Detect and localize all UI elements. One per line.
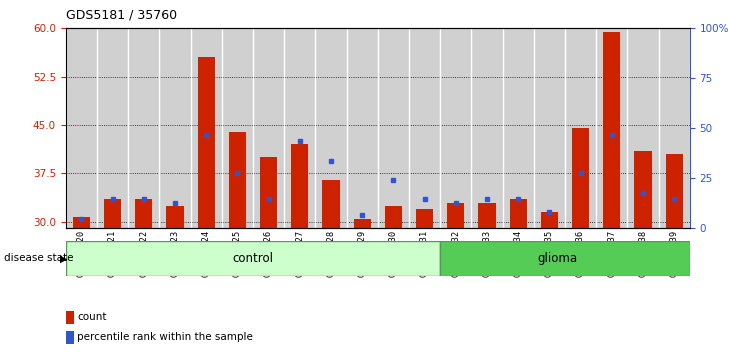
Bar bbox=[603, 32, 620, 228]
Bar bbox=[541, 212, 558, 228]
Bar bbox=[323, 180, 339, 228]
Text: GDS5181 / 35760: GDS5181 / 35760 bbox=[66, 9, 177, 22]
Bar bbox=[440, 241, 690, 276]
Text: count: count bbox=[77, 312, 107, 322]
Bar bbox=[166, 206, 183, 228]
Bar bbox=[385, 206, 402, 228]
Bar bbox=[353, 219, 371, 228]
Bar bbox=[66, 241, 440, 276]
Bar bbox=[634, 151, 652, 228]
Bar bbox=[510, 199, 527, 228]
Text: glioma: glioma bbox=[537, 252, 577, 265]
Bar bbox=[666, 154, 683, 228]
Bar bbox=[260, 158, 277, 228]
Bar bbox=[228, 132, 246, 228]
Text: control: control bbox=[232, 252, 274, 265]
Bar bbox=[478, 202, 496, 228]
Bar bbox=[416, 209, 433, 228]
Text: ▶: ▶ bbox=[60, 253, 67, 263]
Bar bbox=[135, 199, 153, 228]
Bar bbox=[66, 331, 74, 343]
Bar bbox=[198, 57, 215, 228]
Bar bbox=[572, 129, 589, 228]
Text: percentile rank within the sample: percentile rank within the sample bbox=[77, 332, 253, 342]
Bar bbox=[66, 311, 74, 324]
Bar bbox=[104, 199, 121, 228]
Bar bbox=[447, 202, 464, 228]
Bar bbox=[291, 144, 308, 228]
Text: disease state: disease state bbox=[4, 253, 73, 263]
Bar bbox=[73, 217, 90, 228]
